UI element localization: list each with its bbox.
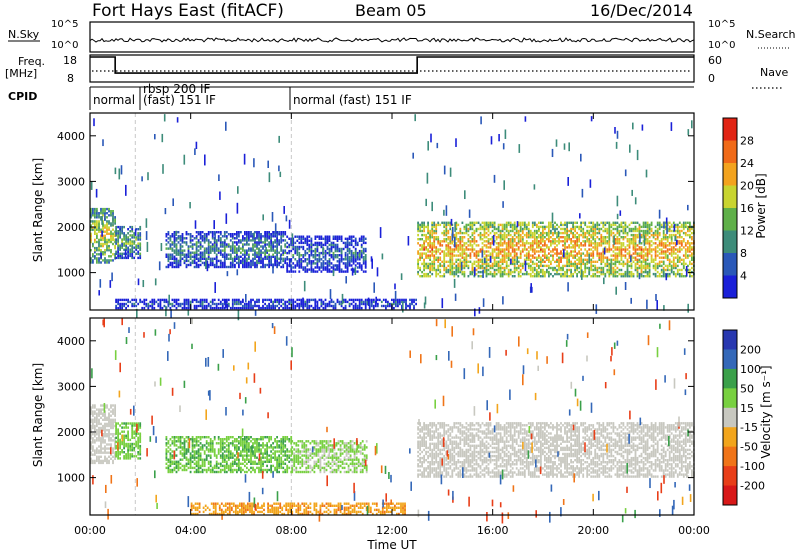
noise-right-tick-top: 10^5: [708, 19, 735, 30]
velocity-colorbar-frame: [722, 329, 738, 506]
y-tick-label: 3000: [57, 175, 85, 188]
nave-label: Nave: [760, 66, 788, 79]
power-colorbar-swatch: [723, 253, 737, 276]
x-tick-label: 12:00: [376, 524, 408, 537]
y-tick-label: 2000: [57, 426, 85, 439]
velocity-colorbar-tick: 100: [740, 363, 761, 376]
velocity-colorbar-swatch: [723, 388, 737, 409]
velocity-scatter: [91, 318, 692, 524]
power-colorbar: 28 24 20 16 12 8 4: [722, 117, 754, 299]
power-colorbar-tick: 12: [740, 225, 754, 238]
x-tick-label: 08:00: [275, 524, 307, 537]
velocity-colorbar-tick: 15: [740, 402, 754, 415]
velocity-colorbar: 200 100 50 15 -15 -50 -100 -200: [722, 329, 765, 506]
noise-right-label: N.Search: [746, 28, 796, 41]
velocity-colorbar-swatch: [723, 427, 737, 448]
power-region: [165, 231, 287, 269]
x-tick-label: 16:00: [477, 524, 509, 537]
velocity-region: [291, 440, 368, 474]
station-title: Fort Hays East (fitACF): [92, 1, 284, 21]
power-colorbar-tick: 4: [740, 270, 747, 283]
power-heatmap: [90, 113, 695, 321]
date-label: 16/Dec/2014: [590, 1, 693, 20]
velocity-colorbar-swatch: [723, 485, 737, 506]
velocity-colorbar-swatch: [723, 446, 737, 467]
power-region: [115, 298, 417, 310]
velocity-colorbar-tick: -100: [740, 460, 765, 473]
power-colorbar-tick: 8: [740, 247, 747, 260]
cpid-mode-normal: normal: [93, 93, 135, 107]
freq-tick-top: 18: [63, 54, 77, 67]
power-colorbar-label: Power [dB]: [754, 173, 768, 238]
frequency-line: [90, 56, 694, 74]
velocity-colorbar-swatch: [723, 349, 737, 370]
x-tick-label: 04:00: [175, 524, 207, 537]
nave-tick-bottom: 0: [708, 72, 715, 85]
y-tick-label: 1000: [57, 472, 85, 485]
velocity-y-axis-label: Slant Range [km]: [31, 363, 45, 467]
velocity-heatmap: [90, 318, 695, 524]
power-colorbar-swatch: [723, 208, 737, 231]
power-colorbar-tick: 20: [740, 180, 754, 193]
power-region: [417, 221, 695, 278]
velocity-region: [190, 502, 406, 516]
power-colorbar-frame: [722, 117, 738, 299]
y-tick-label: 2000: [57, 221, 85, 234]
nave-tick-top: 60: [708, 54, 722, 67]
noise-left-tick-top: 10^5: [51, 19, 78, 30]
velocity-colorbar-swatch: [723, 368, 737, 389]
noise-right-tick-bottom: 10^0: [708, 40, 735, 51]
freq-label-2: [MHz]: [5, 67, 37, 80]
velocity-colorbar-tick: -50: [740, 441, 758, 454]
velocity-colorbar-swatch: [723, 466, 737, 487]
power-y-axis-label: Slant Range [km]: [31, 158, 45, 262]
power-colorbar-swatch: [723, 185, 737, 209]
velocity-colorbar-swatch: [723, 330, 737, 350]
noise-sky-line: [89, 37, 695, 43]
noise-panel-frame: [89, 21, 695, 53]
velocity-panel-frame: [89, 317, 695, 516]
noise-left-tick-bottom: 10^0: [51, 40, 78, 51]
beam-label: Beam 05: [355, 1, 427, 20]
cpid-label: CPID: [8, 90, 37, 103]
cpid-mode-rbsp: rbsp 200 IF: [143, 82, 210, 96]
power-colorbar-swatch: [723, 275, 737, 299]
velocity-colorbar-tick: -15: [740, 421, 758, 434]
velocity-colorbar-tick: 200: [740, 343, 761, 356]
velocity-colorbar-tick: 50: [740, 382, 754, 395]
velocity-region: [165, 436, 293, 474]
power-region: [286, 235, 367, 273]
power-region: [90, 207, 116, 264]
y-tick-label: 4000: [57, 335, 85, 348]
power-colorbar-tick: 24: [740, 157, 754, 170]
y-tick-label: 4000: [57, 130, 85, 143]
x-axis-label: Time UT: [366, 538, 417, 552]
cpid-mode-fast: (fast) 151 IF: [143, 93, 216, 107]
freq-tick-bottom: 8: [67, 72, 74, 85]
velocity-colorbar-tick: -200: [740, 480, 765, 493]
power-colorbar-swatch: [723, 140, 737, 164]
velocity-colorbar-swatch: [723, 407, 737, 428]
x-tick-label: 00:00: [74, 524, 106, 537]
velocity-colorbar-label: Velocity [m s⁻¹]: [759, 365, 773, 458]
velocity-region: [417, 422, 695, 478]
velocity-region: [90, 404, 116, 465]
noise-left-label: N.Sky: [8, 28, 40, 41]
cpid-mode-normal-fast: normal (fast) 151 IF: [293, 93, 412, 107]
power-colorbar-swatch: [723, 118, 737, 141]
power-region: [115, 225, 142, 260]
power-colorbar-tick: 28: [740, 135, 754, 148]
y-tick-label: 3000: [57, 380, 85, 393]
power-scatter: [90, 114, 693, 321]
y-tick-label: 1000: [57, 267, 85, 280]
noise-trace: [89, 37, 695, 43]
power-colorbar-tick: 16: [740, 202, 754, 215]
freq-panel-frame: [89, 54, 695, 83]
x-tick-label: 20:00: [577, 524, 609, 537]
x-tick-label: 00:00: [678, 524, 710, 537]
freq-label-1: Freq.: [18, 55, 45, 68]
power-colorbar-swatch: [723, 230, 737, 254]
power-colorbar-swatch: [723, 163, 737, 186]
